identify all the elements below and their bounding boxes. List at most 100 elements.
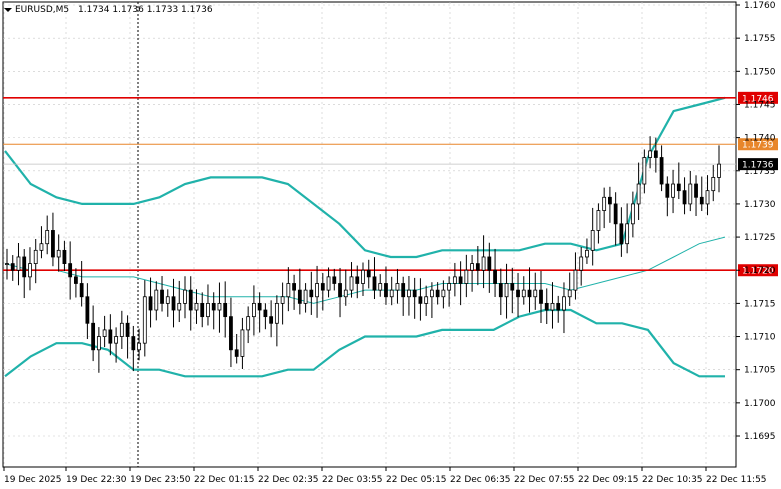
time-axis: 19 Dec 2025 19 Dec 22:30 19 Dec 23:50 22 De… — [3, 467, 767, 485]
candle — [85, 283, 90, 340]
candle — [602, 187, 607, 229]
x-tick-label: 22 Dec 07:55 — [514, 475, 575, 485]
candle — [62, 240, 67, 272]
candle — [636, 162, 641, 220]
candle — [246, 306, 251, 344]
candle-body — [395, 283, 400, 291]
candle — [430, 282, 434, 318]
candle-body — [206, 302, 210, 318]
candle — [211, 292, 216, 330]
candle-body — [91, 322, 96, 351]
candle — [200, 292, 205, 328]
candle — [424, 285, 429, 316]
chart-header: EURUSD,M5 1.1734 1.1736 1.1733 1.1736 — [4, 5, 213, 15]
candle — [142, 280, 147, 357]
candle-body — [183, 289, 187, 304]
x-tick-label: 22 Dec 03:55 — [322, 475, 383, 485]
candle-body — [630, 203, 635, 225]
candle-body — [585, 249, 589, 258]
candle-body — [338, 283, 342, 298]
candle-body — [682, 190, 687, 205]
candle — [619, 207, 624, 257]
candle-body — [234, 349, 239, 357]
candle-body — [441, 289, 446, 298]
candle-body — [154, 289, 159, 311]
candle — [5, 248, 9, 280]
candle-body — [85, 296, 90, 324]
candle — [188, 276, 193, 331]
candle — [481, 235, 486, 289]
candle-body — [246, 316, 251, 331]
candle — [395, 268, 400, 304]
candle — [590, 207, 595, 266]
candle-body — [521, 289, 526, 298]
candle-body — [516, 289, 520, 298]
candle — [165, 289, 170, 317]
candle — [74, 268, 78, 298]
candle-body — [62, 249, 67, 264]
candle — [625, 203, 630, 254]
x-tick-label: 22 Dec 02:35 — [258, 475, 319, 485]
candle-body — [102, 329, 107, 337]
candle-body — [229, 316, 233, 351]
candle — [79, 261, 84, 307]
candle — [355, 265, 360, 299]
candle-body — [384, 283, 388, 298]
candle-body — [39, 243, 44, 251]
candle-body — [320, 283, 325, 291]
candle-body — [705, 190, 710, 205]
candle — [315, 265, 319, 318]
x-tick-label: 22 Dec 05:15 — [386, 475, 447, 485]
candle — [96, 327, 101, 373]
candle-body — [286, 283, 291, 298]
candle-body — [401, 283, 406, 298]
candle-body — [544, 302, 549, 311]
candle — [349, 262, 354, 298]
dropdown-triangle-icon[interactable] — [4, 8, 12, 12]
candle — [671, 169, 675, 214]
candle-body — [252, 302, 256, 318]
candle-body — [619, 223, 624, 245]
candle-body — [556, 302, 561, 311]
candle-body — [165, 296, 170, 304]
candle — [286, 267, 291, 312]
y-tick-label: 1.1755 — [744, 34, 776, 44]
y-tick-label: 1.1700 — [744, 399, 776, 409]
candle-body — [447, 283, 452, 291]
candle — [487, 242, 492, 293]
y-tick-label: 1.1735 — [744, 167, 776, 177]
candle-body — [188, 289, 193, 311]
candle-body — [648, 150, 652, 158]
candle-body — [68, 263, 73, 278]
candle — [119, 310, 124, 349]
candle-body — [137, 342, 141, 351]
candle-body — [458, 276, 463, 284]
x-tick-label: 22 Dec 06:35 — [450, 475, 511, 485]
y-tick-label: 1.1740 — [744, 134, 776, 144]
plot-frame — [2, 1, 737, 468]
candle — [171, 278, 176, 328]
y-tick-label: 1.1760 — [744, 1, 776, 11]
candle — [562, 282, 566, 334]
candle — [527, 267, 532, 313]
candle-body — [257, 302, 262, 311]
level-label: 1.1746 — [742, 94, 774, 104]
candle-body — [269, 316, 274, 324]
candle-body — [79, 283, 84, 298]
candle-body — [332, 276, 337, 284]
x-tick-label: 22 Dec 10:35 — [642, 475, 703, 485]
candle-body — [539, 289, 543, 304]
candle-body — [665, 183, 670, 198]
x-tick-label: 19 Dec 2025 — [4, 475, 62, 485]
candle-body — [223, 302, 228, 318]
y-tick-label: 1.1745 — [744, 100, 776, 110]
y-tick-label: 1.1695 — [744, 432, 776, 442]
candle — [16, 242, 21, 286]
candle — [252, 285, 256, 336]
candle-body — [28, 263, 32, 278]
candle — [493, 248, 497, 298]
candle — [217, 282, 222, 333]
candle — [642, 149, 647, 194]
candle-body — [240, 329, 245, 357]
